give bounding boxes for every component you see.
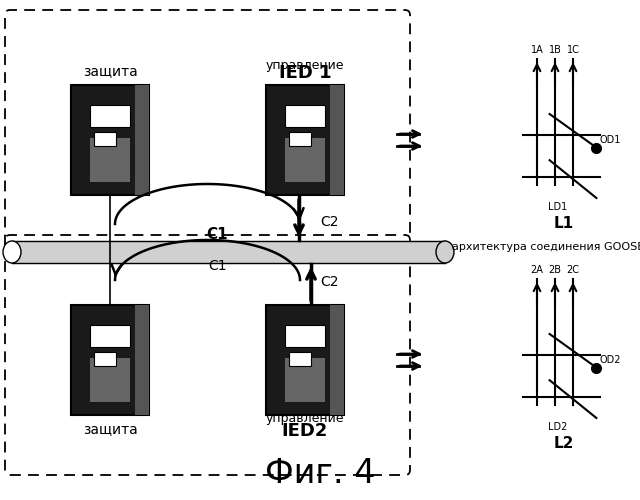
Bar — [90, 105, 131, 127]
Bar — [289, 132, 311, 145]
Text: IED 1: IED 1 — [278, 64, 332, 82]
Ellipse shape — [436, 241, 454, 263]
Bar — [135, 305, 149, 415]
Text: LD2: LD2 — [548, 422, 567, 432]
Text: C1: C1 — [207, 227, 228, 242]
FancyBboxPatch shape — [71, 305, 149, 415]
FancyBboxPatch shape — [266, 305, 344, 415]
FancyBboxPatch shape — [71, 85, 149, 195]
Bar — [285, 358, 325, 402]
Text: LD1: LD1 — [548, 202, 567, 212]
Text: 1A: 1A — [531, 46, 543, 56]
Text: 2C: 2C — [566, 266, 579, 276]
Text: C2: C2 — [320, 215, 339, 229]
Text: защита: защита — [83, 422, 138, 436]
Bar — [285, 105, 325, 127]
Bar — [90, 358, 131, 402]
Text: 2B: 2B — [548, 266, 561, 276]
Text: L2: L2 — [554, 436, 574, 450]
Text: 1C: 1C — [566, 46, 579, 56]
Text: защита: защита — [83, 64, 138, 78]
Text: OD1: OD1 — [600, 134, 621, 144]
Bar — [330, 305, 344, 415]
Bar — [289, 352, 311, 366]
Text: L1: L1 — [554, 216, 574, 230]
Text: 2A: 2A — [531, 266, 543, 276]
Text: Фиг. 4: Фиг. 4 — [265, 457, 375, 490]
Bar — [285, 138, 325, 182]
Bar — [285, 325, 325, 347]
Text: IED2: IED2 — [282, 422, 328, 440]
Text: 1B: 1B — [548, 46, 561, 56]
Text: управление: управление — [266, 412, 344, 425]
Text: архитектура соединения GOOSE: архитектура соединения GOOSE — [452, 242, 640, 252]
Bar — [90, 325, 131, 347]
Bar — [330, 85, 344, 195]
Text: OD2: OD2 — [600, 354, 621, 364]
Bar — [94, 132, 116, 145]
FancyBboxPatch shape — [266, 85, 344, 195]
Bar — [135, 85, 149, 195]
Bar — [90, 138, 131, 182]
Text: C2: C2 — [320, 275, 339, 289]
Text: C1: C1 — [208, 259, 227, 273]
Text: управление: управление — [266, 59, 344, 72]
Bar — [94, 352, 116, 366]
Ellipse shape — [3, 241, 21, 263]
